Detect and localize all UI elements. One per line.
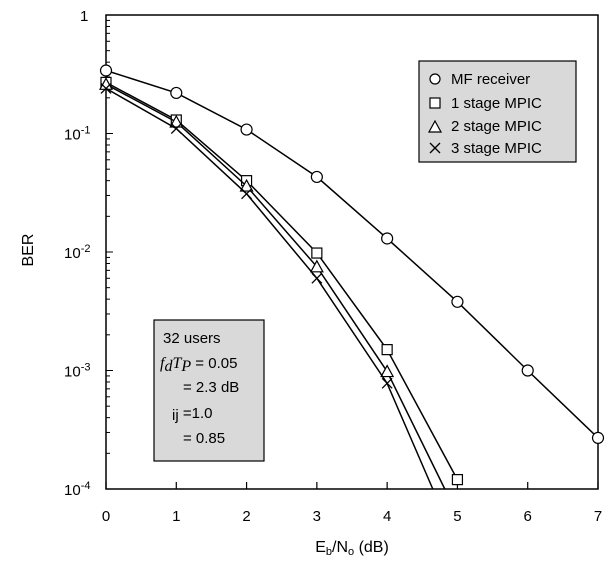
parameter-box: 32 users fdTP = 0.05 = 2.3 dB ij =1.0 = …	[153, 319, 265, 462]
triangle-marker-icon	[427, 119, 443, 133]
circle-marker	[99, 64, 113, 77]
x-tick-label: 6	[524, 508, 532, 525]
series-line-2	[105, 81, 459, 480]
y-tick-label: 1	[80, 8, 88, 25]
triangle-marker	[309, 259, 324, 273]
circle-marker	[521, 364, 534, 377]
x-marker-icon	[429, 142, 441, 154]
y-tick-label: 10-1	[64, 125, 90, 144]
legend-label-2-stage-mpic: 2 stage MPIC	[451, 118, 542, 135]
square-marker	[451, 474, 464, 486]
x-tick-label: 5	[453, 508, 461, 525]
series-line-3	[105, 83, 446, 490]
param-snr: = 2.3 dB	[183, 379, 239, 396]
square-marker	[381, 344, 393, 356]
legend-label-1-stage-mpic: 1 stage MPIC	[451, 95, 542, 112]
x-axis: 0 1 2 3 4 5 6 7	[102, 482, 602, 525]
square-marker-icon	[429, 97, 441, 109]
legend-box	[418, 60, 577, 163]
circle-marker	[240, 123, 253, 136]
y-axis-title: BER	[20, 234, 37, 267]
triangle-marker	[380, 364, 395, 378]
param-ij: ij =1.0	[172, 405, 212, 424]
circle-marker	[381, 232, 394, 245]
circle-marker	[310, 170, 323, 184]
y-tick-label: 10-3	[64, 362, 90, 381]
triangle-marker	[239, 178, 254, 192]
param-rho: = 0.85	[183, 430, 225, 447]
x-tick-label: 7	[594, 508, 602, 525]
parameter-box-background	[153, 319, 265, 462]
series-line-4	[105, 87, 434, 490]
legend-label-mf-receiver: MF receiver	[451, 71, 530, 88]
x-marker	[100, 82, 112, 94]
x-marker	[381, 377, 393, 389]
x-marker	[170, 123, 182, 135]
legend-entry-mf-receiver: MF receiver	[429, 71, 530, 88]
legend-entry-3-stage-mpic: 3 stage MPIC	[429, 140, 542, 157]
x-axis-title: Eb/No (dB)	[315, 539, 389, 558]
x-marker	[241, 188, 253, 200]
circle-marker	[170, 86, 183, 100]
y-axis: 1 10-1 10-2 10-3 10-4	[64, 8, 113, 499]
circle-marker-icon	[429, 73, 441, 85]
circle-marker	[451, 295, 464, 308]
x-tick-label: 0	[102, 508, 110, 525]
triangle-marker	[169, 114, 184, 128]
y-tick-label: 10-4	[64, 480, 90, 499]
x-tick-label: 2	[242, 508, 250, 525]
legend-entry-2-stage-mpic: 2 stage MPIC	[427, 118, 542, 135]
param-users: 32 users	[163, 330, 221, 347]
legend-label-3-stage-mpic: 3 stage MPIC	[451, 140, 542, 157]
x-tick-label: 3	[313, 508, 321, 525]
legend-entry-1-stage-mpic: 1 stage MPIC	[429, 95, 542, 112]
x-marker	[311, 272, 323, 284]
param-fdtp: fdTP = 0.05	[160, 355, 237, 375]
square-marker	[311, 247, 323, 259]
x-tick-label: 1	[172, 508, 180, 525]
series-line-1	[105, 69, 599, 439]
circle-marker	[591, 431, 605, 444]
series-layer	[98, 64, 605, 490]
legend: MF receiver 1 stage MPIC 2 stage MPIC 3 …	[418, 60, 577, 163]
x-tick-label: 4	[383, 508, 391, 525]
y-tick-label: 10-2	[64, 243, 90, 262]
